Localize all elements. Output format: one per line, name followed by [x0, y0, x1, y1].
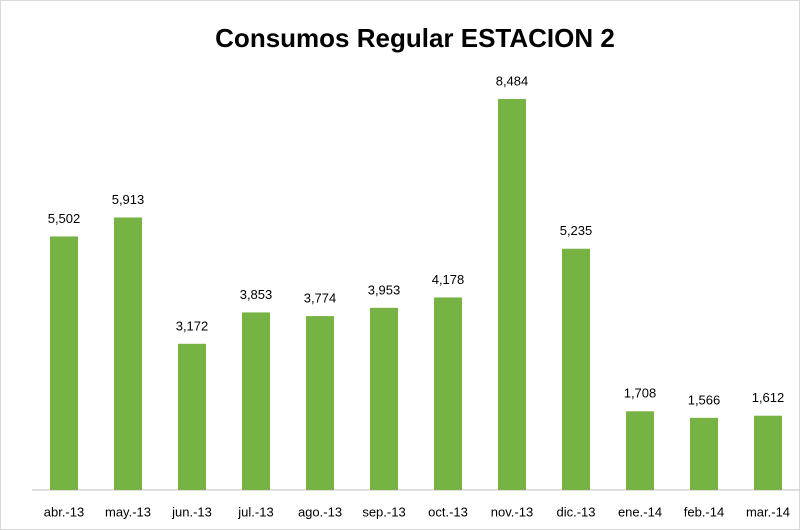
- bar: [306, 316, 334, 490]
- x-tick-label: ene.-14: [618, 504, 662, 519]
- data-label: 1,708: [624, 386, 657, 401]
- data-label: 3,953: [368, 282, 401, 297]
- x-tick-label: jun.-13: [171, 504, 212, 519]
- bar: [498, 99, 526, 490]
- data-label: 3,853: [240, 287, 273, 302]
- bar: [434, 297, 462, 490]
- x-tick-label: oct.-13: [428, 504, 468, 519]
- data-label: 8,484: [496, 73, 529, 88]
- bar: [242, 312, 270, 490]
- bar: [114, 217, 142, 490]
- data-label: 3,172: [176, 318, 209, 333]
- bar: [626, 411, 654, 490]
- x-tick-label: nov.-13: [491, 504, 533, 519]
- bar: [50, 236, 78, 490]
- bar: [562, 248, 590, 490]
- x-tick-label: abr.-13: [44, 504, 84, 519]
- data-label: 1,566: [688, 392, 721, 407]
- x-tick-label: jul.-13: [237, 504, 273, 519]
- data-label: 3,774: [304, 291, 337, 306]
- data-label: 1,612: [752, 390, 785, 405]
- x-tick-label: may.-13: [105, 504, 151, 519]
- x-tick-label: sep.-13: [362, 504, 405, 519]
- data-label: 4,178: [432, 272, 465, 287]
- bar: [690, 417, 718, 490]
- bar: [178, 343, 206, 490]
- x-tick-label: mar.-14: [746, 504, 790, 519]
- x-tick-label: feb.-14: [684, 504, 724, 519]
- bar: [370, 307, 398, 490]
- data-label: 5,235: [560, 223, 593, 238]
- data-label: 5,913: [112, 192, 145, 207]
- x-tick-label: ago.-13: [298, 504, 342, 519]
- chart-title: Consumos Regular ESTACION 2: [215, 23, 615, 53]
- data-label: 5,502: [48, 211, 81, 226]
- x-tick-label: dic.-13: [556, 504, 595, 519]
- bar: [754, 415, 782, 490]
